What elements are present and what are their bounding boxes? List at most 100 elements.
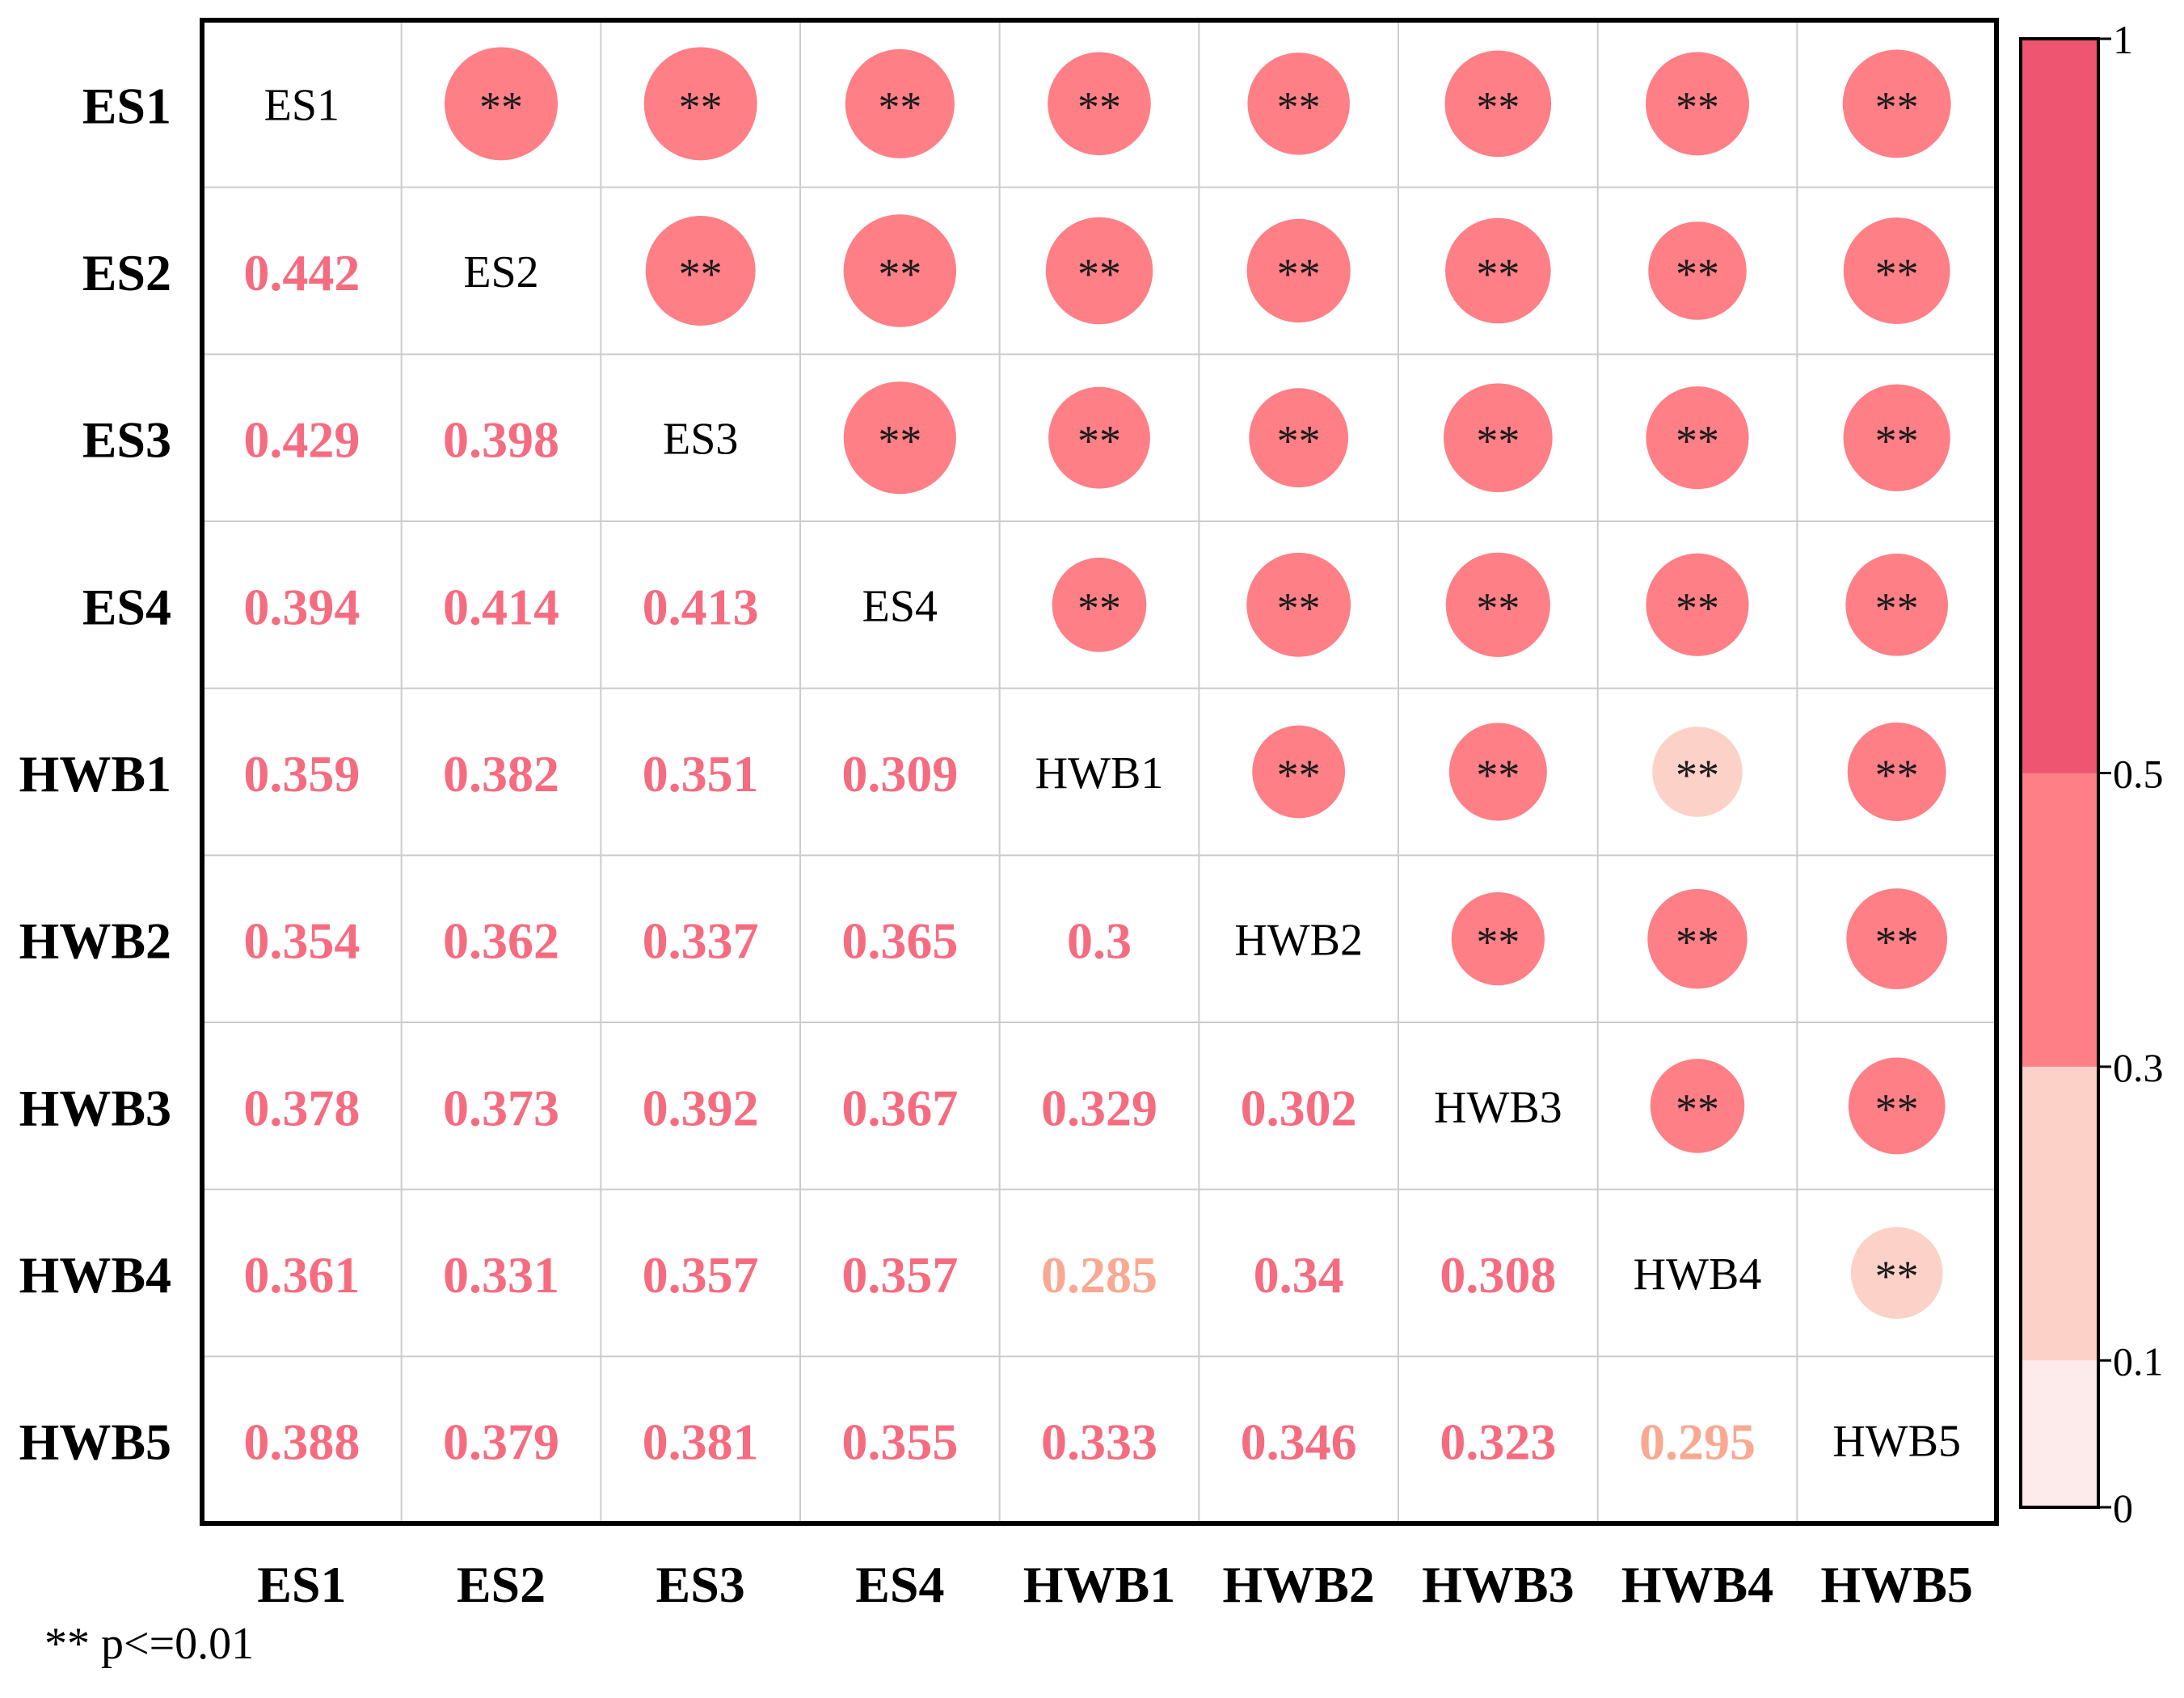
colorbar-bin (2021, 39, 2098, 773)
significance-stars: ** (1277, 82, 1321, 131)
correlation-circle (645, 216, 756, 326)
correlation-circle (1052, 557, 1147, 652)
diagonal-label: HWB5 (1832, 1417, 1961, 1467)
correlation-value-label: 0.378 (243, 1079, 360, 1136)
correlation-value-label: 0.398 (443, 411, 559, 469)
correlation-circle (1647, 888, 1748, 989)
correlation-circle (845, 48, 955, 158)
significance-stars: ** (1476, 751, 1520, 799)
diagonal-label: HWB1 (1035, 748, 1164, 798)
significance-stars: ** (1277, 751, 1321, 799)
correlation-value-label: 0.308 (1440, 1246, 1556, 1304)
correlation-value-label: 0.357 (841, 1246, 958, 1304)
column-label: ES1 (257, 1556, 346, 1613)
correlation-circle (1648, 221, 1747, 320)
correlation-value-label: 0.362 (443, 912, 559, 970)
significance-stars: ** (1676, 250, 1719, 298)
row-label: HWB5 (19, 1414, 171, 1471)
correlation-value-label: 0.337 (643, 912, 759, 970)
significance-stars: ** (1875, 918, 1919, 967)
correlation-value-label: 0.346 (1241, 1414, 1357, 1471)
row-label: ES1 (82, 77, 171, 134)
correlation-value-label: 0.329 (1041, 1079, 1157, 1136)
colorbar-tick-label: 0.3 (2113, 1045, 2164, 1090)
colorbar-tick-label: 0.5 (2113, 752, 2164, 797)
row-label: HWB4 (19, 1246, 171, 1304)
significance-stars: ** (1476, 250, 1520, 298)
correlation-value-label: 0.373 (443, 1079, 559, 1136)
correlation-value-label: 0.3 (1067, 912, 1132, 970)
correlation-value-label: 0.382 (443, 745, 559, 803)
grid-lines (202, 20, 1996, 1523)
correlation-circle (843, 214, 957, 327)
column-label: HWB2 (1222, 1556, 1374, 1613)
significance-stars: ** (479, 82, 523, 131)
correlation-circle (1846, 888, 1948, 990)
column-label: HWB4 (1621, 1556, 1773, 1613)
colorbar: 0 0.1 0.3 0.5 1 (2019, 17, 2164, 1531)
diagonal-label: ES4 (862, 581, 938, 631)
diagonal-label: ES3 (663, 415, 738, 465)
correlation-circle (1646, 52, 1749, 156)
correlation-circle (843, 381, 956, 495)
column-label: ES4 (855, 1556, 944, 1613)
correlation-value-label: 0.333 (1041, 1414, 1157, 1471)
correlation-value-label: 0.381 (643, 1414, 759, 1471)
colorbar-bin (2021, 773, 2098, 1067)
correlation-circle (1650, 1059, 1745, 1153)
colorbar-bin (2021, 1360, 2098, 1507)
correlation-value-label: 0.429 (243, 411, 360, 469)
correlation-value-label: 0.442 (243, 244, 360, 301)
correlation-circle (1445, 217, 1551, 324)
colorbar-tick-label: 1 (2113, 17, 2133, 62)
row-label: ES4 (82, 578, 171, 635)
column-labels: ES1 ES2 ES3 ES4 HWB1 HWB2 HWB3 HWB4 HWB5 (257, 1556, 1973, 1613)
correlation-value-label: 0.34 (1254, 1246, 1344, 1304)
correlation-circle (1048, 386, 1150, 489)
correlation-circle (1252, 725, 1346, 819)
diagonal-label: ES1 (264, 80, 339, 130)
significance-stars: ** (1277, 417, 1321, 466)
plot-border (200, 18, 1999, 1526)
correlation-value-label: 0.351 (643, 745, 759, 803)
column-label: HWB1 (1023, 1556, 1175, 1613)
correlation-circle (1843, 384, 1950, 491)
correlation-circle (1847, 723, 1946, 821)
diagonal-label: HWB2 (1234, 916, 1363, 966)
correlation-value-label: 0.394 (243, 578, 360, 635)
significance-stars: ** (1875, 584, 1919, 632)
significance-stars: ** (1875, 250, 1919, 298)
column-label: ES3 (656, 1556, 745, 1613)
correlation-value-label: 0.392 (643, 1079, 759, 1136)
correlation-circle (1451, 892, 1545, 986)
significance-stars: ** (878, 417, 921, 466)
correlation-value-label: 0.285 (1041, 1246, 1157, 1304)
correlation-circle (1445, 552, 1550, 657)
correlation-value-label: 0.365 (841, 912, 958, 970)
correlation-value-label: 0.357 (643, 1246, 759, 1304)
heatmap-cells: ES1 ** ** ** ** ** ** ** ** 0.442 ES2 ** ** ** ** ** ** *… (243, 47, 1961, 1471)
significance-stars: ** (679, 82, 723, 131)
significance-footnote: ** p<=0.01 (44, 1619, 254, 1669)
significance-stars: ** (1875, 417, 1919, 466)
row-label: ES3 (82, 411, 171, 469)
correlation-value-label: 0.309 (841, 745, 958, 803)
significance-stars: ** (878, 82, 921, 131)
column-label: HWB3 (1422, 1556, 1574, 1613)
correlation-circle (1646, 386, 1749, 490)
significance-stars: ** (679, 250, 723, 298)
colorbar-tick-label: 0.1 (2113, 1338, 2164, 1384)
significance-stars: ** (1875, 1085, 1919, 1133)
column-label: ES2 (457, 1556, 546, 1613)
correlation-value-label: 0.323 (1440, 1414, 1556, 1471)
column-label: HWB5 (1820, 1556, 1972, 1613)
colorbar-bin (2021, 1066, 2098, 1361)
colorbar-tick-label: 0 (2113, 1485, 2133, 1531)
significance-stars: ** (1077, 417, 1121, 466)
significance-stars: ** (1476, 918, 1520, 967)
row-label: HWB3 (19, 1079, 171, 1136)
correlation-circle (1443, 383, 1553, 493)
correlation-value-label: 0.414 (443, 578, 559, 635)
significance-stars: ** (1676, 82, 1719, 131)
